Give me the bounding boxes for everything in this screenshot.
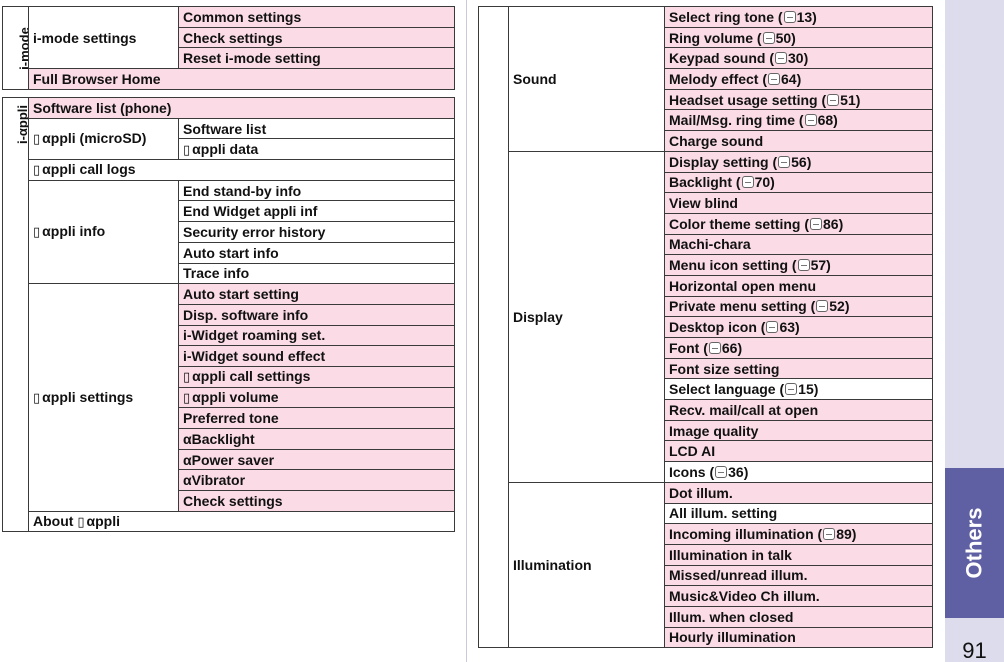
menu-item[interactable]: Display setting (56) <box>664 150 933 173</box>
menu-item[interactable]: Dot illum. <box>664 481 933 504</box>
others-tab-label: Others <box>961 507 987 579</box>
menu-item[interactable]: Desktop icon (63) <box>664 316 933 338</box>
menu-item[interactable]: Keypad sound (30) <box>664 47 933 70</box>
menu-item[interactable]: View blind <box>664 192 933 214</box>
menu-key-icon <box>785 383 798 396</box>
menu-item[interactable]: Software list <box>178 117 455 140</box>
menu-item[interactable]: Auto start info <box>178 241 455 264</box>
appli-icon: ▯ <box>33 163 40 179</box>
menu-key-icon <box>775 52 788 65</box>
iappli-table: i-αppli Software list (phone) ▯ αppli (mi… <box>2 96 455 533</box>
menu-item[interactable]: Private menu setting (52) <box>664 295 933 318</box>
menu-item[interactable]: Headset usage setting (51) <box>664 88 933 111</box>
appli-icon: ▯ <box>183 370 190 386</box>
menu-item[interactable]: Auto start setting <box>178 283 455 305</box>
menu-key-icon <box>804 114 817 127</box>
others-tab[interactable] <box>945 468 1004 618</box>
menu-item[interactable]: i-Widget sound effect <box>178 345 455 367</box>
settings-table: Set./ServiceSoundSelect ring tone (13)Ri… <box>478 5 933 649</box>
menu-item[interactable]: Trace info <box>178 262 455 285</box>
menu-item[interactable]: αVibrator <box>178 469 455 492</box>
menu-key-icon <box>741 176 754 189</box>
menu-item[interactable]: Check settings <box>178 490 455 512</box>
menu-item[interactable]: Hourly illumination <box>664 626 933 649</box>
menu-item[interactable]: Music&Video Ch illum. <box>664 585 933 607</box>
menu-key-icon <box>766 321 779 334</box>
menu-key-icon <box>816 300 829 313</box>
menu-key-icon <box>708 341 721 354</box>
page-number: 91 <box>962 638 987 662</box>
menu-item[interactable]: αPower saver <box>178 448 455 471</box>
menu-item[interactable]: ▯ αppli data <box>178 138 455 161</box>
appli-icon: ▯ <box>183 390 190 406</box>
menu-item[interactable]: Select language (15) <box>664 378 933 401</box>
sound-group: Sound <box>508 6 665 152</box>
imode-section-label: i-mode <box>2 6 29 90</box>
display-group: Display <box>508 150 665 483</box>
imode-settings-group: i-mode settings <box>28 5 179 70</box>
menu-key-icon <box>762 31 775 44</box>
menu-item[interactable]: Select ring tone (13) <box>664 6 933 28</box>
menu-item[interactable]: LCD AI <box>664 440 933 463</box>
menu-item[interactable]: Illumination in talk <box>664 543 933 566</box>
menu-item[interactable]: i-Widget roaming set. <box>178 324 455 347</box>
menu-item[interactable]: End stand-by info <box>178 179 455 202</box>
menu-item[interactable]: Check settings <box>178 26 455 49</box>
menu-key-icon <box>797 259 810 272</box>
menu-item-software-list-phone[interactable]: Software list (phone) <box>28 97 455 119</box>
menu-item[interactable]: Disp. software info <box>178 303 455 326</box>
menu-item[interactable]: Font (66) <box>664 337 933 359</box>
menu-item[interactable]: Machi-chara <box>664 233 933 256</box>
menu-item[interactable]: Backlight (70) <box>664 171 933 194</box>
set-service-section-label: Set./Service <box>478 5 509 649</box>
appli-icon: ▯ <box>33 390 40 406</box>
appli-icon: ▯ <box>33 132 40 148</box>
appli-icon: ▯ <box>33 225 40 241</box>
menu-item[interactable]: Horizontal open menu <box>664 274 933 297</box>
menu-item[interactable]: Recv. mail/call at open <box>664 399 933 421</box>
menu-key-icon <box>827 93 840 106</box>
menu-key-icon <box>823 528 836 541</box>
menu-item[interactable]: Menu icon setting (57) <box>664 254 933 276</box>
menu-item[interactable]: Reset i-mode setting <box>178 47 455 70</box>
menu-item[interactable]: All illum. setting <box>664 502 933 525</box>
appli-info-group: ▯ αppli info <box>28 179 179 285</box>
menu-item[interactable]: αBacklight <box>178 428 455 450</box>
menu-item-about-appli[interactable]: About ▯ αppli <box>28 510 455 533</box>
menu-key-icon <box>783 10 796 23</box>
menu-key-icon <box>768 72 781 85</box>
menu-item[interactable]: Security error history <box>178 221 455 243</box>
menu-item[interactable]: Charge sound <box>664 130 933 152</box>
menu-item[interactable]: Incoming illumination (89) <box>664 523 933 545</box>
appli-icon: ▯ <box>183 142 190 158</box>
menu-item-full-browser[interactable]: Full Browser Home <box>28 68 455 90</box>
menu-item[interactable]: ▯ αppli volume <box>178 386 455 409</box>
appli-settings-group: ▯ αppli settings <box>28 283 179 512</box>
menu-item[interactable]: ▯ αppli call settings <box>178 365 455 388</box>
menu-item[interactable]: Image quality <box>664 419 933 442</box>
menu-item[interactable]: Common settings <box>178 6 455 28</box>
menu-item[interactable]: End Widget appli inf <box>178 200 455 223</box>
menu-item-call-logs[interactable]: ▯ αppli call logs <box>28 159 455 181</box>
page-divider <box>466 0 467 662</box>
menu-item[interactable]: Missed/unread illum. <box>664 564 933 587</box>
menu-item[interactable]: Icons (36) <box>664 461 933 483</box>
menu-item[interactable]: Ring volume (50) <box>664 26 933 49</box>
microsd-group: ▯ αppli (microSD) <box>28 117 179 161</box>
appli-icon: ▯ <box>77 515 84 531</box>
menu-item[interactable]: Color theme setting (86) <box>664 212 933 235</box>
menu-key-icon <box>778 155 791 168</box>
menu-item[interactable]: Font size setting <box>664 357 933 380</box>
menu-item[interactable]: Illum. when closed <box>664 605 933 628</box>
imode-table: i-mode i-mode settings Common settings C… <box>2 5 455 90</box>
illumination-group: Illumination <box>508 481 665 649</box>
menu-item[interactable]: Melody effect (64) <box>664 68 933 90</box>
menu-item[interactable]: Preferred tone <box>178 407 455 429</box>
menu-key-icon <box>810 217 823 230</box>
menu-key-icon <box>715 465 728 478</box>
menu-item[interactable]: Mail/Msg. ring time (68) <box>664 109 933 132</box>
iappli-section-label: i-αppli <box>2 96 29 533</box>
